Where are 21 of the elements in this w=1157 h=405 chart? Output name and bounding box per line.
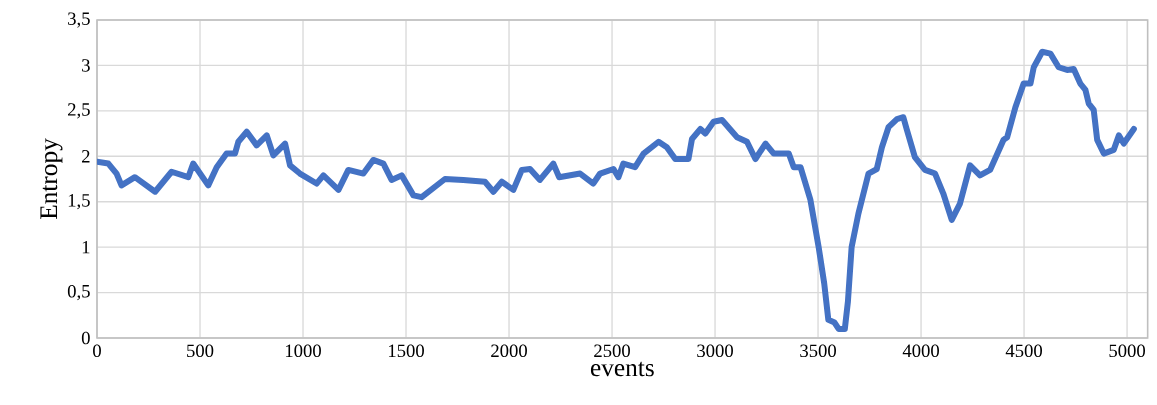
x-tick-label: 3000	[697, 344, 733, 358]
y-tick-label: 3	[82, 59, 90, 72]
y-tick-label: 0,5	[67, 284, 90, 301]
x-axis-title: events	[590, 361, 654, 377]
y-tick-label: 1,5	[68, 194, 90, 210]
x-tick-label: 4500	[1005, 344, 1043, 358]
x-tick-label: 500	[187, 344, 214, 358]
x-tick-label: 2000	[491, 344, 527, 358]
x-tick-label: 5000	[1109, 344, 1146, 358]
y-tick-label: 0	[81, 331, 90, 345]
y-tick-label: 1	[82, 240, 90, 254]
x-tick-label: 1500	[388, 344, 424, 358]
x-tick-label: 4000	[902, 344, 939, 358]
x-tick-label: 3500	[800, 344, 836, 358]
x-tick-label: 0	[93, 344, 101, 358]
y-axis-title: Entropy	[40, 138, 63, 220]
y-tick-label: 2,5	[68, 103, 90, 119]
y-tick-label: 2	[82, 150, 90, 163]
y-tick-label: 3,5	[68, 12, 90, 28]
x-tick-label: 1000	[285, 344, 321, 358]
x-tick-label: 2500	[594, 344, 630, 358]
